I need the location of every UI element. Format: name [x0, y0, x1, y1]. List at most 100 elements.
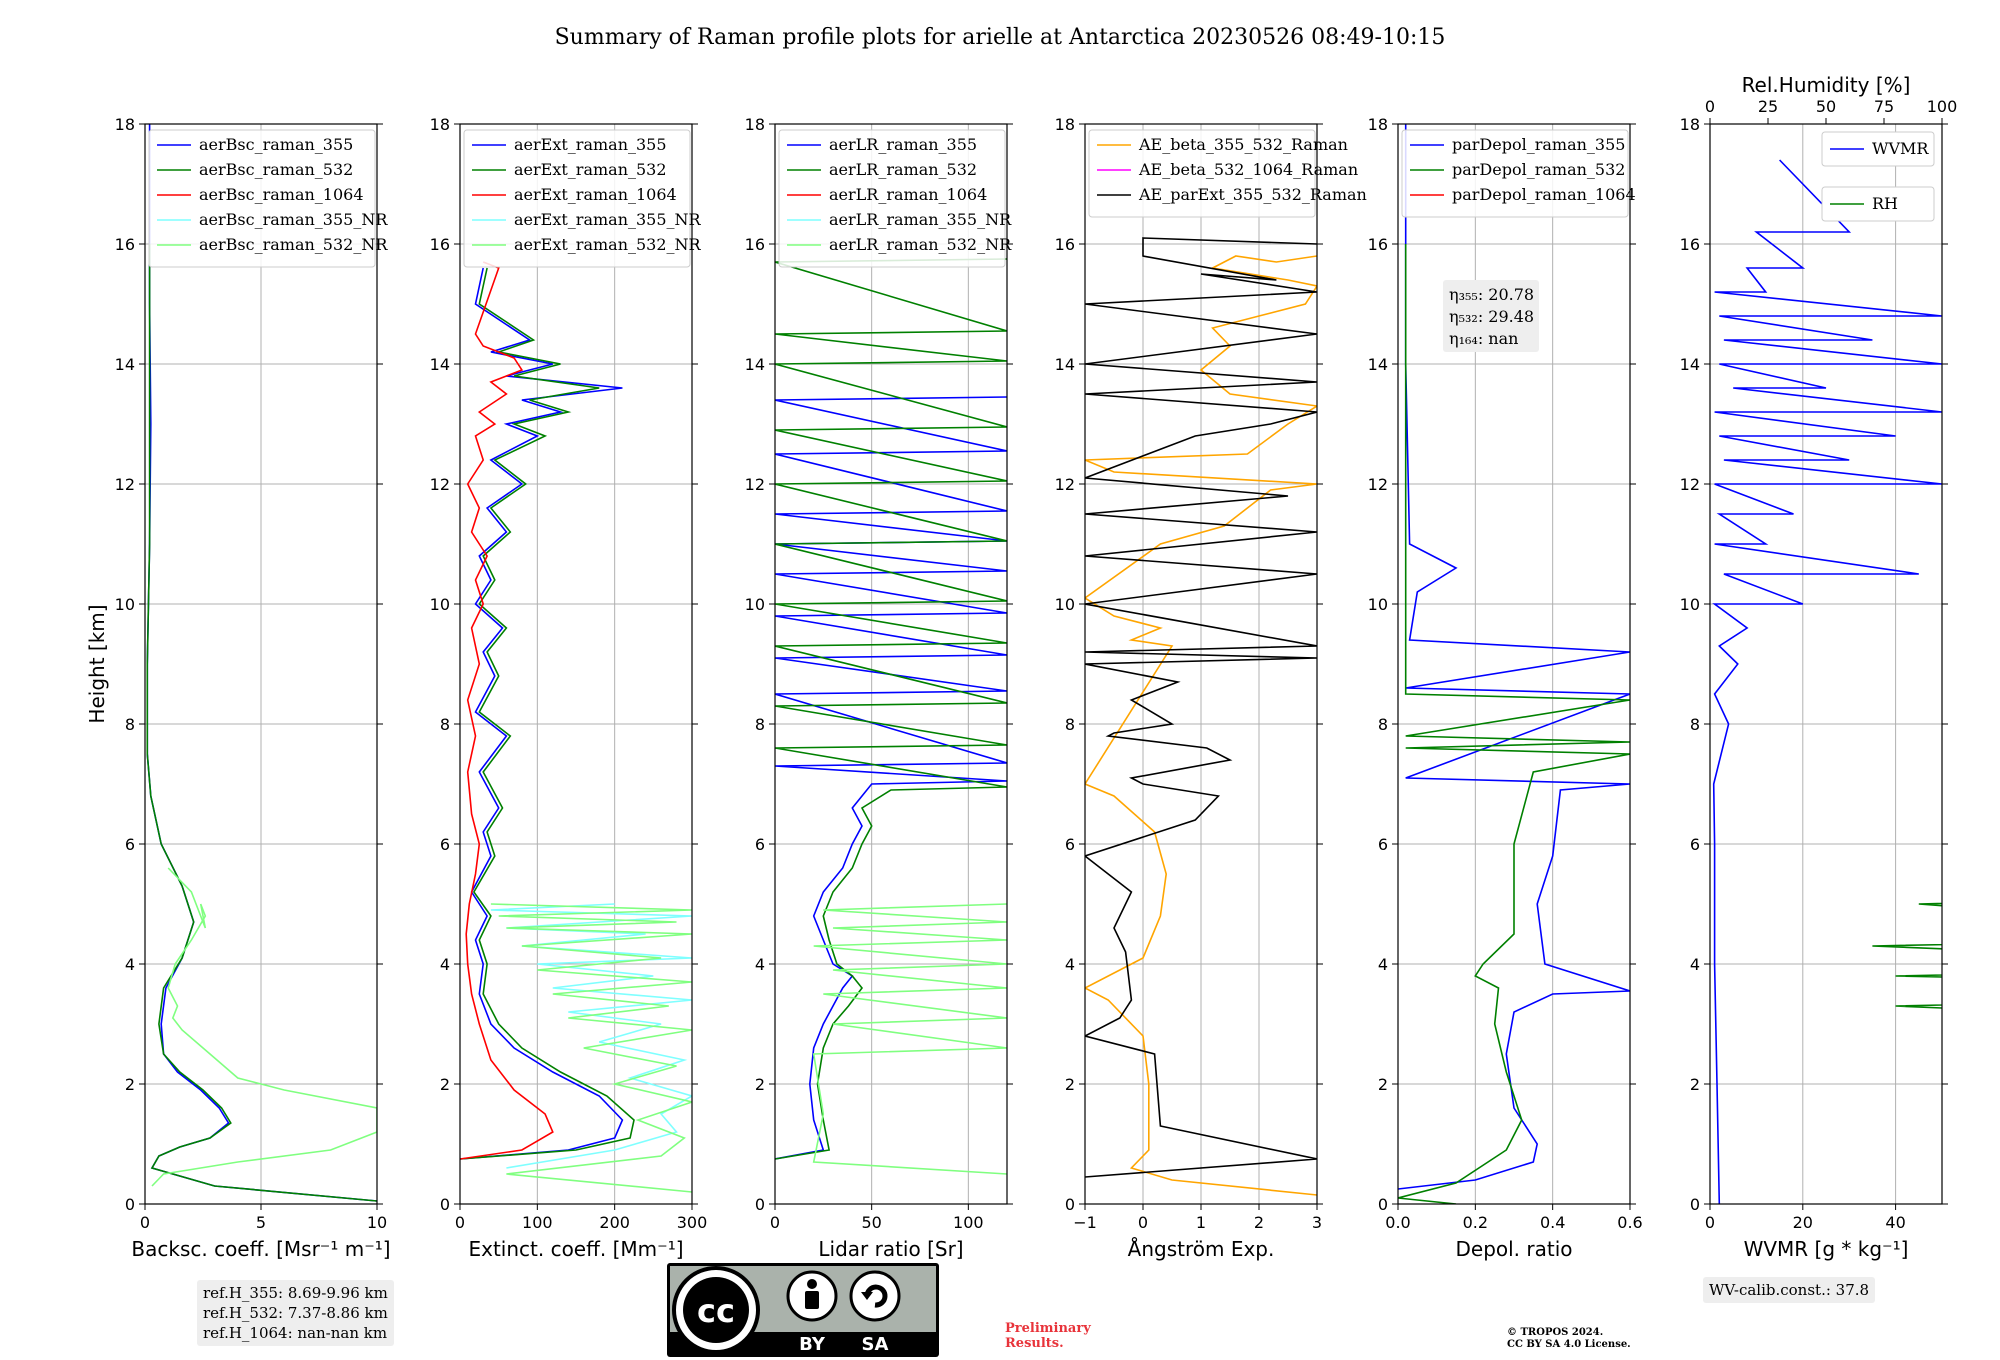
legend-label: aerExt_raman_532	[514, 160, 667, 179]
plot-frame	[774, 123, 1008, 1205]
y-tick-label: 2	[1065, 1075, 1075, 1094]
y-tick-label: 4	[1065, 955, 1075, 974]
panel-2: 0 2 4 6 8 10 12 14 16 18 0 100 200 300 Extinct. coeff.…	[430, 115, 708, 1261]
y-tick-label: 10	[1055, 595, 1075, 614]
y-tick-label: 0	[1690, 1195, 1700, 1214]
refh-532-text: ref.H_532: 7.37-8.86 km	[203, 1304, 388, 1322]
y-tick-label: 18	[1680, 115, 1700, 134]
x-axis-label: Backsc. coeff. [Msr⁻¹ m⁻¹]	[131, 1237, 390, 1261]
x-tick-label: 20	[1793, 1213, 1813, 1232]
legend: aerExt_raman_355 aerExt_raman_532 aerExt_r…	[463, 129, 702, 268]
y-tick-label: 12	[745, 475, 765, 494]
legend-label: aerExt_raman_355_NR	[514, 210, 702, 229]
share-alike-arc	[864, 1284, 888, 1308]
y-tick-label: 2	[125, 1075, 135, 1094]
x-tick-label: 100	[522, 1213, 553, 1232]
series-line-aerBsc_raman_532_NR	[151, 867, 377, 1187]
preliminary-note: Preliminary Results.	[1005, 1321, 1091, 1351]
y-tick-label: 8	[1065, 715, 1075, 734]
y-tick-label: 14	[745, 355, 765, 374]
series-line-aerExt_raman_532_NR	[490, 903, 692, 1193]
refh-1064-text: ref.H_1064: nan-nan km	[203, 1324, 388, 1342]
y-tick-label: 8	[125, 715, 135, 734]
preliminary-line-2: Results.	[1005, 1336, 1064, 1351]
y-tick-label: 12	[430, 475, 450, 494]
x-tick-label: 0.0	[1385, 1213, 1410, 1232]
plot-frame	[459, 123, 693, 1205]
legend-label: aerBsc_raman_355_NR	[199, 210, 388, 229]
y-tick-label: 6	[755, 835, 765, 854]
y-tick-label: 4	[755, 955, 765, 974]
series-line-aerExt_raman_355	[460, 267, 624, 1160]
legend-label: aerLR_raman_1064	[829, 185, 987, 204]
series-line-AE_beta_355_532_Raman	[1085, 255, 1317, 1196]
legend-label: aerLR_raman_355	[829, 135, 977, 154]
annotation-box	[1443, 280, 1539, 352]
x2-tick-label: 50	[1816, 97, 1836, 116]
series-line-aerLR_raman_532_NR	[812, 903, 1007, 1175]
legend-box	[463, 129, 691, 268]
legend-label: WVMR	[1872, 139, 1929, 158]
x-tick-label: 50	[861, 1213, 881, 1232]
panel-3: 0 2 4 6 8 10 12 14 16 18 0 50 100 Lidar ratio [Sr] aer…	[745, 115, 1013, 1261]
y-tick-label: 16	[1680, 235, 1700, 254]
eta-annotation: η₃₅₅: 20.78 η₅₃₂: 29.48 η₁⁠₆₄: nan	[1443, 280, 1539, 352]
y-tick-label: 18	[745, 115, 765, 134]
y-tick-label: 4	[440, 955, 450, 974]
series-line-aerBsc_raman_532	[146, 244, 377, 1202]
legend-box	[1401, 129, 1629, 218]
figure-title: Summary of Raman profile plots for ariel…	[555, 25, 1446, 50]
x2-tick-label: 100	[1927, 97, 1958, 116]
legend-label: parDepol_raman_1064	[1452, 185, 1636, 204]
legend: AE_beta_355_532_Raman AE_beta_532_1064_Ra…	[1088, 129, 1367, 218]
wv-calib-text: WV-calib.const.: 37.8	[1709, 1281, 1870, 1299]
legend-label: parDepol_raman_355	[1452, 135, 1625, 154]
y-tick-label: 16	[1368, 235, 1388, 254]
y-tick-label: 18	[430, 115, 450, 134]
x-tick-label: 3	[1312, 1213, 1322, 1232]
y-tick-label: 12	[115, 475, 135, 494]
y-tick-label: 8	[1378, 715, 1388, 734]
x-tick-label: 0.4	[1540, 1213, 1565, 1232]
legend-box	[148, 129, 376, 268]
legend-label: aerLR_raman_532	[829, 160, 977, 179]
y-tick-label: 8	[1690, 715, 1700, 734]
y-tick-label: 14	[1368, 355, 1388, 374]
x2-tick-label: 75	[1874, 97, 1894, 116]
preliminary-line-1: Preliminary	[1005, 1321, 1091, 1336]
y-tick-label: 14	[1680, 355, 1700, 374]
x-tick-label: 1	[1196, 1213, 1206, 1232]
x2-axis-label: Rel.Humidity [%]	[1742, 73, 1911, 97]
panel-6: 0 2 4 6 8 10 12 14 16 18 0 20 40 WVMR [g * kg⁻¹] 0 25 50…	[1680, 73, 1958, 1261]
share-alike-arrow	[861, 1292, 873, 1300]
y-tick-label: 18	[1055, 115, 1075, 134]
x-tick-label: 0	[1705, 1213, 1715, 1232]
x-tick-label: 300	[677, 1213, 708, 1232]
legend-box	[778, 129, 1006, 268]
refh-355-text: ref.H_355: 8.69-9.96 km	[203, 1284, 388, 1302]
y-tick-label: 12	[1680, 475, 1700, 494]
y-tick-label: 16	[1055, 235, 1075, 254]
y-tick-label: 14	[1055, 355, 1075, 374]
y-tick-label: 2	[440, 1075, 450, 1094]
series-line-aerExt_raman_355_NR	[490, 903, 692, 1169]
x-tick-label: 0.6	[1617, 1213, 1642, 1232]
legend-entry: RH	[1821, 186, 1935, 222]
x-tick-label: 0	[1138, 1213, 1148, 1232]
y-tick-label: 4	[1378, 955, 1388, 974]
legend-box	[1088, 129, 1316, 218]
y-tick-label: 10	[745, 595, 765, 614]
legend-label: aerExt_raman_1064	[514, 185, 677, 204]
copyright-line-1: © TROPOS 2024.	[1507, 1327, 1604, 1338]
y-tick-label: 2	[755, 1075, 765, 1094]
attribution-icon-head	[807, 1279, 817, 1289]
series-line-aerBsc_raman_355	[146, 124, 377, 1202]
series-line-aerLR_raman_532	[775, 258, 1007, 1160]
attribution-icon-body	[805, 1291, 819, 1309]
y-tick-label: 0	[440, 1195, 450, 1214]
share-alike-icon	[849, 1270, 901, 1322]
legend-label: parDepol_raman_532	[1452, 160, 1625, 179]
y-tick-label: 4	[1690, 955, 1700, 974]
